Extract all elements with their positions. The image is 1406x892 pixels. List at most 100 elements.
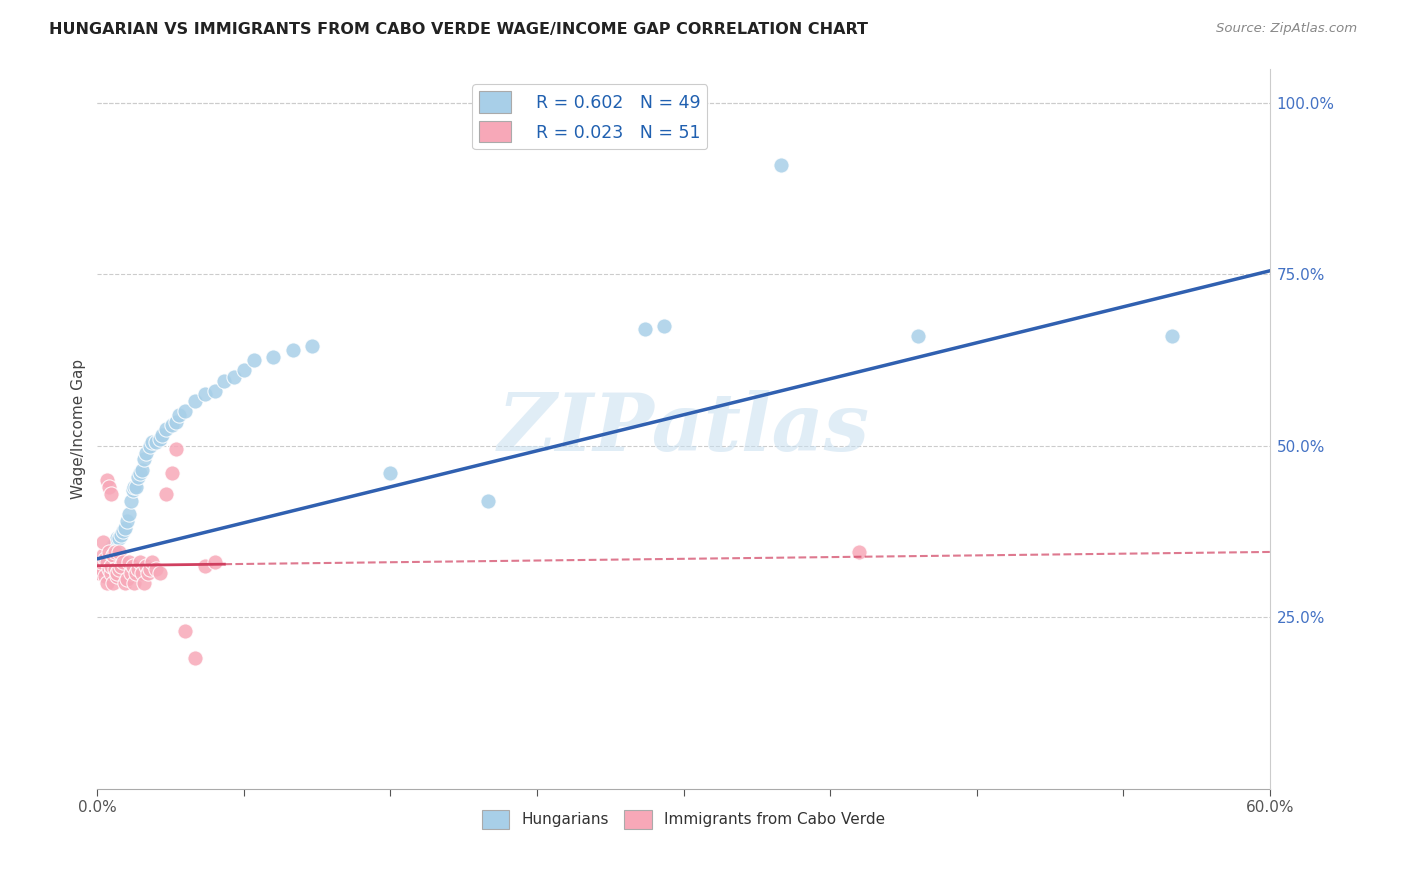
Point bbox=[204, 384, 226, 398]
Point bbox=[633, 322, 655, 336]
Point bbox=[770, 157, 793, 171]
Point bbox=[94, 551, 117, 566]
Point bbox=[477, 493, 499, 508]
Point bbox=[224, 370, 246, 384]
Point bbox=[108, 531, 131, 545]
Point bbox=[169, 408, 191, 422]
Point bbox=[105, 531, 128, 545]
Point bbox=[91, 549, 114, 563]
Text: ZIPatlas: ZIPatlas bbox=[498, 390, 870, 467]
Point bbox=[150, 428, 173, 442]
Point bbox=[96, 549, 118, 563]
Point bbox=[141, 435, 163, 450]
Point bbox=[135, 558, 157, 573]
Point bbox=[114, 521, 136, 535]
Point bbox=[907, 329, 929, 343]
Point bbox=[125, 480, 148, 494]
Point bbox=[149, 432, 172, 446]
Point bbox=[96, 473, 118, 487]
Point bbox=[204, 555, 226, 569]
Point bbox=[242, 353, 264, 368]
Text: Source: ZipAtlas.com: Source: ZipAtlas.com bbox=[1216, 22, 1357, 36]
Point bbox=[98, 562, 121, 576]
Point bbox=[139, 562, 162, 576]
Point bbox=[281, 343, 304, 357]
Point bbox=[100, 541, 122, 556]
Point bbox=[94, 551, 117, 566]
Point bbox=[232, 363, 254, 377]
Point bbox=[134, 575, 156, 590]
Point bbox=[111, 524, 134, 539]
Point bbox=[145, 435, 167, 450]
Point bbox=[139, 439, 162, 453]
Point bbox=[184, 651, 207, 665]
Point bbox=[104, 534, 127, 549]
Point bbox=[848, 545, 870, 559]
Point bbox=[131, 566, 153, 580]
Point bbox=[96, 555, 118, 569]
Point bbox=[100, 566, 122, 580]
Point bbox=[155, 421, 177, 435]
Text: HUNGARIAN VS IMMIGRANTS FROM CABO VERDE WAGE/INCOME GAP CORRELATION CHART: HUNGARIAN VS IMMIGRANTS FROM CABO VERDE … bbox=[49, 22, 869, 37]
Point bbox=[194, 387, 217, 401]
Point bbox=[135, 445, 157, 459]
Point bbox=[131, 463, 153, 477]
Point bbox=[652, 318, 675, 333]
Point bbox=[96, 575, 118, 590]
Point bbox=[214, 374, 236, 388]
Point bbox=[98, 545, 121, 559]
Point bbox=[104, 562, 127, 576]
Point bbox=[105, 566, 128, 580]
Point bbox=[108, 562, 131, 576]
Point bbox=[98, 545, 121, 559]
Point bbox=[174, 624, 197, 638]
Point bbox=[115, 514, 138, 528]
Point bbox=[94, 569, 117, 583]
Point bbox=[262, 350, 284, 364]
Point bbox=[98, 480, 121, 494]
Point bbox=[129, 555, 152, 569]
Point bbox=[121, 483, 143, 498]
Point bbox=[114, 575, 136, 590]
Point bbox=[105, 569, 128, 583]
Point bbox=[100, 486, 122, 500]
Point bbox=[101, 549, 124, 563]
Point bbox=[155, 486, 177, 500]
Point bbox=[90, 562, 112, 576]
Point bbox=[104, 545, 127, 559]
Point bbox=[174, 404, 197, 418]
Y-axis label: Wage/Income Gap: Wage/Income Gap bbox=[72, 359, 86, 499]
Point bbox=[111, 555, 134, 569]
Point bbox=[101, 575, 124, 590]
Point bbox=[124, 575, 146, 590]
Point bbox=[141, 555, 163, 569]
Point bbox=[127, 562, 149, 576]
Point bbox=[380, 466, 402, 480]
Point bbox=[127, 469, 149, 483]
Point bbox=[1161, 329, 1184, 343]
Point bbox=[160, 466, 183, 480]
Point bbox=[301, 339, 323, 353]
Point bbox=[136, 566, 159, 580]
Point bbox=[117, 507, 139, 521]
Point bbox=[160, 418, 183, 433]
Point bbox=[89, 566, 111, 580]
Point bbox=[165, 442, 187, 456]
Point bbox=[110, 558, 132, 573]
Point bbox=[125, 566, 148, 580]
Point bbox=[108, 545, 131, 559]
Point bbox=[120, 493, 142, 508]
Point bbox=[91, 534, 114, 549]
Legend: Hungarians, Immigrants from Cabo Verde: Hungarians, Immigrants from Cabo Verde bbox=[475, 804, 891, 835]
Point bbox=[121, 558, 143, 573]
Point bbox=[110, 528, 132, 542]
Point bbox=[165, 415, 187, 429]
Point bbox=[115, 573, 138, 587]
Point bbox=[117, 555, 139, 569]
Point bbox=[100, 558, 122, 573]
Point bbox=[134, 452, 156, 467]
Point bbox=[194, 558, 217, 573]
Point bbox=[145, 562, 167, 576]
Point bbox=[124, 480, 146, 494]
Point bbox=[90, 555, 112, 569]
